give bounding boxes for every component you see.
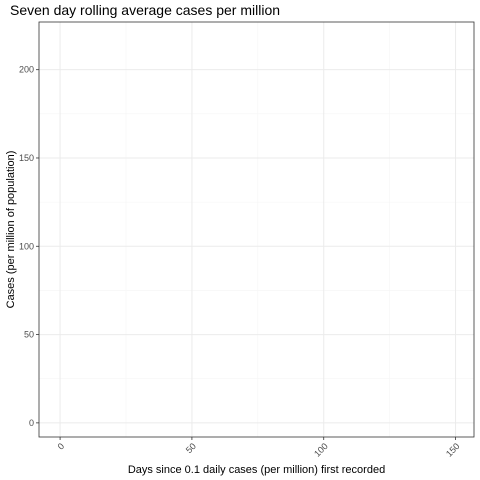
y-tick-label: 200 <box>19 65 34 75</box>
x-tick-label: 100 <box>312 441 330 459</box>
chart-title: Seven day rolling average cases per mill… <box>10 2 280 18</box>
y-tick-label: 150 <box>19 153 34 163</box>
y-axis-ticks: 0 50 100 150 200 <box>19 65 39 428</box>
x-tick-label: 50 <box>184 441 198 455</box>
plot-panel <box>38 21 475 438</box>
x-tick-label: 150 <box>444 441 462 459</box>
x-tick-label: 0 <box>56 441 67 452</box>
y-tick-label: 0 <box>29 418 34 428</box>
x-axis-ticks: 0 50 100 150 <box>56 437 462 459</box>
y-axis-title: Cases (per million of population) <box>5 151 17 309</box>
x-axis-title: Days since 0.1 daily cases (per million)… <box>128 464 385 476</box>
grid-lines <box>39 22 474 437</box>
y-tick-label: 50 <box>24 330 34 340</box>
y-tick-label: 100 <box>19 241 34 251</box>
